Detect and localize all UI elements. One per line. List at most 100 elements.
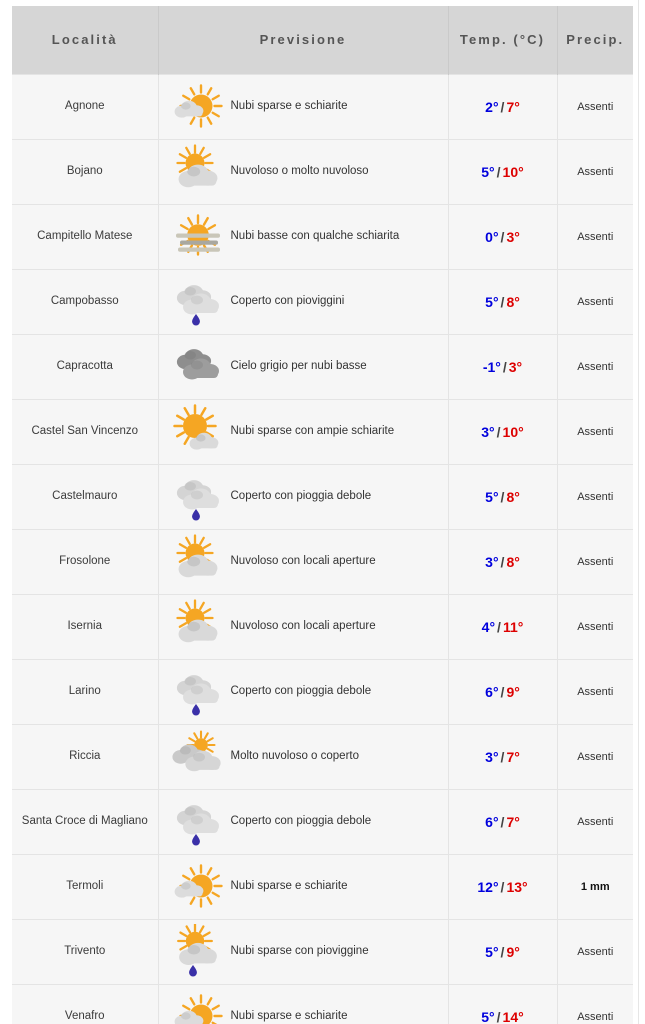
temp-min: 5° bbox=[485, 943, 499, 960]
temp-max: 11° bbox=[502, 618, 524, 635]
locality-cell[interactable]: Agnone bbox=[12, 73, 159, 139]
forecast-cell: Nuvoloso con locali aperture bbox=[158, 593, 449, 659]
table-row[interactable]: Riccia Molto nuvoloso o coperto bbox=[12, 723, 633, 789]
table-header: Località Previsione Temp. (°C) Precip. bbox=[12, 6, 633, 74]
temp-separator: / bbox=[500, 748, 505, 765]
overcast-drizzle-icon bbox=[167, 794, 229, 850]
temperature-cell: 3°/10° bbox=[448, 398, 558, 464]
table-row[interactable]: Capracotta Cielo grigio per nubi basse -… bbox=[12, 333, 633, 399]
temp-max: 13° bbox=[506, 878, 528, 895]
table-row[interactable]: Castel San Vincenzo Nubi sparse con ampi… bbox=[12, 398, 633, 464]
forecast-text: Nubi sparse e schiarite bbox=[230, 100, 348, 113]
table-row[interactable]: Frosolone Nuvoloso con locali aperture 3… bbox=[12, 528, 633, 594]
locality-cell[interactable]: Frosolone bbox=[12, 528, 159, 594]
forecast-cell-inner: Coperto con pioggia debole bbox=[159, 465, 448, 529]
temperature-cell: 5°/10° bbox=[448, 138, 558, 204]
temp-min: -1° bbox=[482, 358, 501, 375]
forecast-cell: Nubi sparse e schiarite bbox=[158, 73, 449, 139]
locality-cell[interactable]: Castel San Vincenzo bbox=[12, 398, 159, 464]
forecast-cell-inner: Nuvoloso con locali aperture bbox=[159, 595, 448, 659]
sun-behind-cloud-icon bbox=[167, 143, 229, 200]
temperature-cell: 3°/7° bbox=[448, 723, 558, 789]
table-row[interactable]: Agnone Nubi sparse e schiarite 2°/7° Ass… bbox=[12, 73, 633, 139]
column-header-precip[interactable]: Precip. bbox=[557, 6, 633, 74]
temp-separator: / bbox=[500, 98, 505, 115]
locality-cell[interactable]: Riccia bbox=[12, 723, 159, 789]
temp-min: 3° bbox=[485, 553, 499, 570]
column-header-previsione[interactable]: Previsione bbox=[158, 6, 449, 74]
table-row[interactable]: Santa Croce di Magliano Coperto con piog… bbox=[12, 788, 633, 854]
locality-cell[interactable]: Isernia bbox=[12, 593, 159, 659]
precipitation-cell: Assenti bbox=[557, 658, 633, 724]
table-row[interactable]: Campobasso Coperto con pioviggini 5 bbox=[12, 268, 633, 334]
locality-cell[interactable]: Termoli bbox=[12, 853, 159, 919]
locality-cell[interactable]: Castelmauro bbox=[12, 463, 159, 529]
sun-behind-cloud-icon bbox=[167, 598, 229, 655]
column-header-temp[interactable]: Temp. (°C) bbox=[448, 6, 558, 74]
table-row[interactable]: Larino Coperto con pioggia debole 6 bbox=[12, 658, 633, 724]
temp-max: 3° bbox=[506, 228, 520, 245]
table-row[interactable]: Venafro Nubi sparse e schiarite 5°/14° A… bbox=[12, 983, 633, 1024]
forecast-text: Molto nuvoloso o coperto bbox=[230, 750, 360, 763]
temp-min: 5° bbox=[485, 293, 499, 310]
temperature-cell: 4°/11° bbox=[448, 593, 558, 659]
forecast-text: Cielo grigio per nubi basse bbox=[230, 360, 367, 373]
sun-behind-small-cloud-icon bbox=[167, 859, 229, 915]
forecast-text: Nubi sparse con ampie schiarite bbox=[230, 425, 395, 438]
locality-cell[interactable]: Capracotta bbox=[12, 333, 159, 399]
temp-min: 12° bbox=[477, 878, 499, 895]
locality-cell[interactable]: Venafro bbox=[12, 983, 159, 1024]
temp-separator: / bbox=[496, 163, 501, 180]
locality-cell[interactable]: Bojano bbox=[12, 138, 159, 204]
page-right-rule bbox=[638, 0, 639, 1024]
temp-max: 7° bbox=[506, 813, 520, 830]
forecast-cell-inner: Coperto con pioviggini bbox=[159, 270, 448, 334]
table-row[interactable]: Castelmauro Coperto con pioggia debole bbox=[12, 463, 633, 529]
forecast-text: Nubi sparse e schiarite bbox=[230, 1010, 348, 1023]
locality-cell[interactable]: Campobasso bbox=[12, 268, 159, 334]
precipitation-cell: Assenti bbox=[557, 463, 633, 529]
sun-behind-cloud-icon bbox=[167, 533, 229, 590]
locality-cell[interactable]: Campitello Matese bbox=[12, 203, 159, 269]
table-row[interactable]: Termoli Nubi sparse e schiarite 12°/13° … bbox=[12, 853, 633, 919]
forecast-cell-inner: Nubi sparse e schiarite bbox=[159, 75, 448, 139]
temp-max: 10° bbox=[502, 423, 524, 440]
forecast-table: Località Previsione Temp. (°C) Precip. A… bbox=[12, 6, 633, 1024]
temp-max: 9° bbox=[506, 683, 520, 700]
forecast-text: Nuvoloso con locali aperture bbox=[230, 555, 376, 568]
locality-cell[interactable]: Larino bbox=[12, 658, 159, 724]
temp-separator: / bbox=[500, 813, 505, 830]
precipitation-cell: 1 mm bbox=[557, 853, 633, 919]
forecast-text: Nuvoloso o molto nuvoloso bbox=[230, 165, 369, 178]
temp-separator: / bbox=[496, 1008, 501, 1024]
precipitation-cell: Assenti bbox=[557, 983, 633, 1024]
temperature-cell: -1°/3° bbox=[448, 333, 558, 399]
temp-min: 3° bbox=[481, 423, 495, 440]
table-row[interactable]: Campitello Matese Nubi basse con qualche… bbox=[12, 203, 633, 269]
temperature-cell: 5°/8° bbox=[448, 463, 558, 529]
temp-max: 7° bbox=[506, 98, 520, 115]
temperature-cell: 12°/13° bbox=[448, 853, 558, 919]
forecast-cell-inner: Nubi sparse con ampie schiarite bbox=[159, 400, 448, 464]
temperature-cell: 3°/8° bbox=[448, 528, 558, 594]
temp-max: 8° bbox=[506, 293, 520, 310]
forecast-text: Nuvoloso con locali aperture bbox=[230, 620, 376, 633]
overcast-drizzle-icon bbox=[167, 469, 229, 525]
overcast-drizzle-icon bbox=[167, 274, 229, 330]
forecast-text: Nubi basse con qualche schiarita bbox=[230, 230, 400, 243]
temperature-cell: 2°/7° bbox=[448, 73, 558, 139]
locality-cell[interactable]: Trivento bbox=[12, 918, 159, 984]
forecast-cell: Coperto con pioggia debole bbox=[158, 658, 449, 724]
precipitation-cell: Assenti bbox=[557, 268, 633, 334]
forecast-text: Coperto con pioggia debole bbox=[230, 685, 372, 698]
forecast-cell: Nubi sparse con pioviggine bbox=[158, 918, 449, 984]
precipitation-cell: Assenti bbox=[557, 723, 633, 789]
forecast-cell: Nubi sparse con ampie schiarite bbox=[158, 398, 449, 464]
table-row[interactable]: Trivento Nubi sparse con pioviggine 5°/9… bbox=[12, 918, 633, 984]
column-header-localita[interactable]: Località bbox=[12, 6, 159, 74]
precipitation-cell: Assenti bbox=[557, 593, 633, 659]
temp-min: 4° bbox=[481, 618, 496, 635]
table-row[interactable]: Isernia Nuvoloso con locali aperture 4° /… bbox=[12, 593, 633, 659]
table-row[interactable]: Bojano Nuvoloso o molto nuvoloso 5°/10° … bbox=[12, 138, 633, 204]
locality-cell[interactable]: Santa Croce di Magliano bbox=[12, 788, 159, 854]
